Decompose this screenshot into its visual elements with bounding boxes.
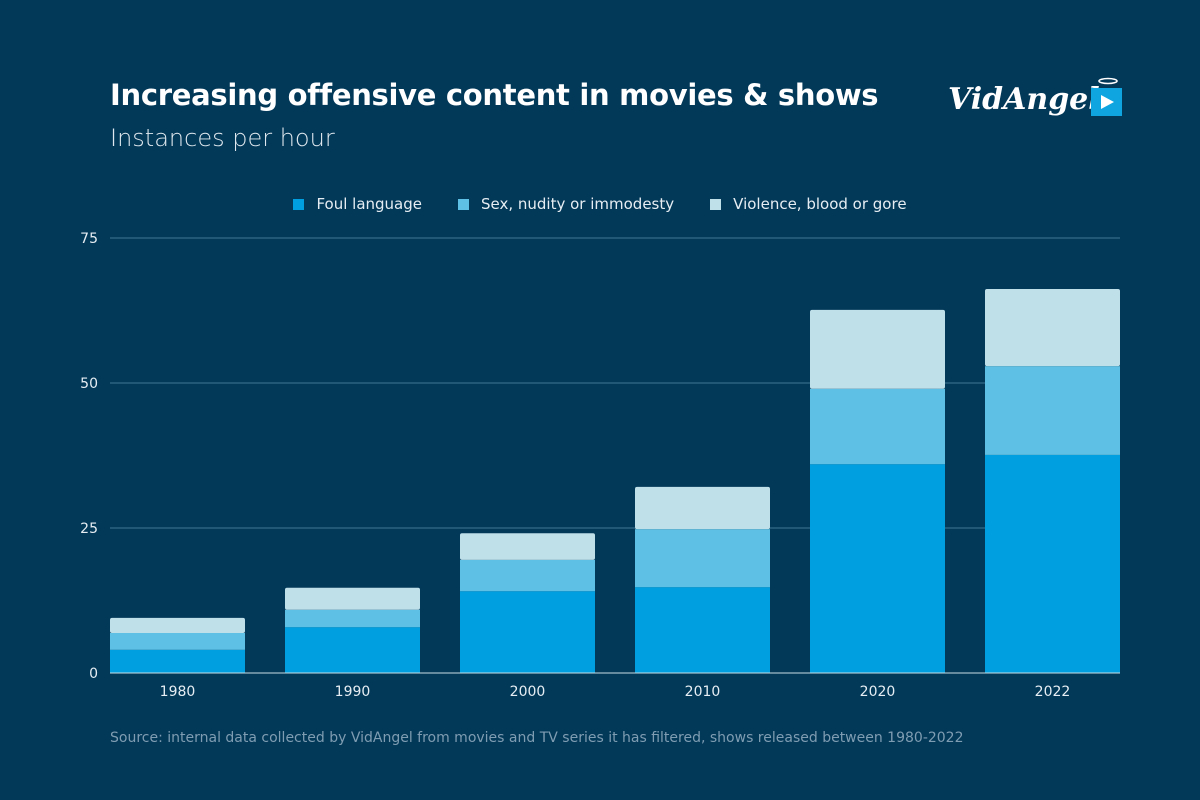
bar-segment — [985, 366, 1120, 455]
bar-segment — [985, 454, 1120, 673]
logo-text: VidAngel — [948, 82, 1100, 117]
bar-segment — [460, 559, 595, 592]
legend-swatch — [710, 198, 722, 210]
bar-segment — [985, 289, 1120, 367]
legend-label: Foul language — [316, 195, 422, 213]
x-tick-label: 2020 — [860, 684, 896, 700]
play-icon — [1091, 77, 1122, 116]
legend-label: Violence, blood or gore — [733, 195, 907, 213]
x-tick-label: 2000 — [510, 684, 546, 700]
bar-segment — [810, 464, 945, 673]
chart-title: Increasing offensive content in movies &… — [110, 78, 879, 112]
y-tick-label: 0 — [89, 666, 98, 682]
chart-subtitle: Instances per hour — [110, 124, 335, 152]
legend-item: Sex, nudity or immodesty — [458, 195, 674, 213]
legend-item: Foul language — [293, 195, 422, 213]
bar-segment — [285, 609, 420, 628]
bar-segment — [460, 533, 595, 560]
y-tick-label: 25 — [80, 521, 98, 537]
legend: Foul language Sex, nudity or immodesty Vio… — [0, 195, 1200, 213]
bar-segment — [635, 529, 770, 588]
bar-segment — [810, 309, 945, 389]
bar-segment — [460, 591, 595, 673]
legend-swatch — [293, 198, 305, 210]
bar-segment — [810, 388, 945, 465]
source-note: Source: internal data collected by VidAn… — [110, 730, 964, 746]
x-tick-label: 2022 — [1035, 684, 1071, 700]
x-tick-label: 1980 — [160, 684, 196, 700]
vidangel-logo: VidAngel — [948, 76, 1123, 126]
bar-segment — [635, 486, 770, 530]
y-tick-label: 75 — [80, 231, 98, 247]
bar-segment — [285, 587, 420, 610]
x-tick-label: 2010 — [685, 684, 721, 700]
legend-label: Sex, nudity or immodesty — [481, 195, 675, 213]
bar-segment — [110, 617, 245, 633]
x-tick-label: 1990 — [335, 684, 371, 700]
bar-segment — [285, 627, 420, 673]
bar-segment — [110, 649, 245, 673]
bar-segment — [635, 587, 770, 673]
legend-swatch — [458, 198, 469, 210]
bar-segment — [110, 632, 245, 650]
y-tick-label: 50 — [80, 376, 98, 392]
legend-item: Violence, blood or gore — [710, 195, 907, 213]
